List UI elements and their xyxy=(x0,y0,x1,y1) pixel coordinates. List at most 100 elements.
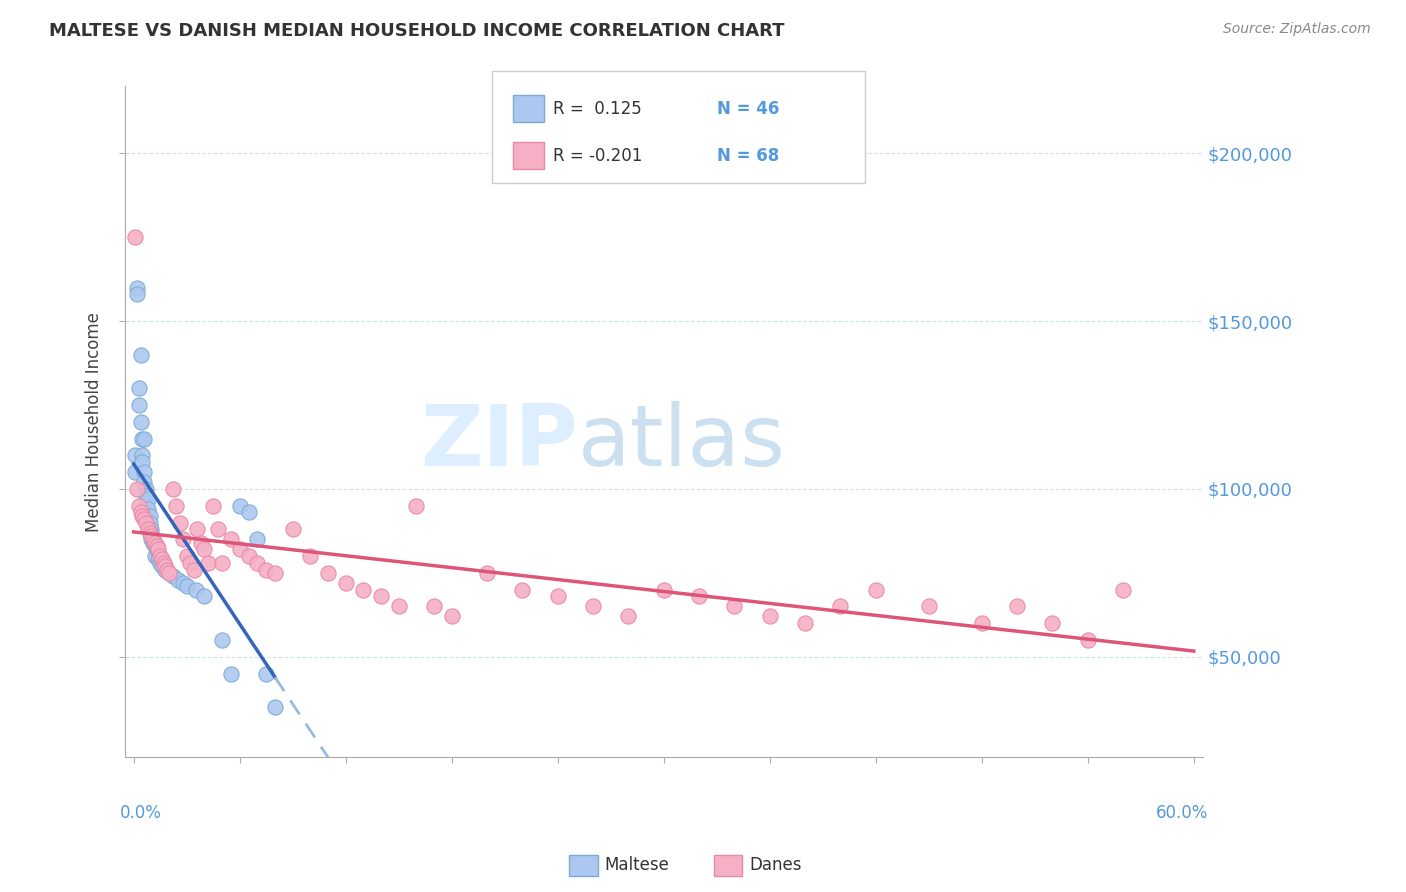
Point xyxy=(135,499,157,513)
Point xyxy=(512,582,534,597)
Point xyxy=(134,432,156,446)
Text: N = 68: N = 68 xyxy=(717,147,779,165)
Point xyxy=(135,516,157,530)
Point xyxy=(219,533,242,547)
Point xyxy=(131,455,153,469)
Point xyxy=(246,533,269,547)
Point xyxy=(162,569,184,583)
Point xyxy=(148,552,170,566)
Point xyxy=(723,599,745,614)
Point xyxy=(155,559,177,574)
Point xyxy=(157,566,180,580)
Text: 60.0%: 60.0% xyxy=(1156,805,1208,822)
Point xyxy=(475,566,498,580)
Point xyxy=(155,562,177,576)
Point xyxy=(865,582,887,597)
Point xyxy=(124,230,146,244)
Text: Source: ZipAtlas.com: Source: ZipAtlas.com xyxy=(1223,22,1371,37)
Point xyxy=(316,566,339,580)
Point xyxy=(352,582,374,597)
Text: Maltese: Maltese xyxy=(605,856,669,874)
Point xyxy=(127,287,149,301)
Y-axis label: Median Household Income: Median Household Income xyxy=(86,312,103,532)
Point xyxy=(184,582,207,597)
Point xyxy=(145,542,167,557)
Point xyxy=(211,556,233,570)
Point xyxy=(1112,582,1135,597)
Point xyxy=(141,525,163,540)
Point xyxy=(128,381,150,395)
Point xyxy=(582,599,605,614)
Point xyxy=(193,542,215,557)
Point xyxy=(228,499,250,513)
Point xyxy=(1042,616,1064,631)
Point xyxy=(183,562,205,576)
Point xyxy=(264,566,287,580)
Point xyxy=(652,582,675,597)
Point xyxy=(299,549,322,563)
Point xyxy=(1005,599,1028,614)
Point xyxy=(129,506,152,520)
Point xyxy=(165,499,187,513)
Text: atlas: atlas xyxy=(578,401,786,483)
Point xyxy=(169,516,191,530)
Point xyxy=(143,549,166,563)
Point xyxy=(131,449,153,463)
Point xyxy=(149,556,172,570)
Point xyxy=(186,522,208,536)
Point xyxy=(134,475,156,490)
Point xyxy=(129,348,152,362)
Point xyxy=(124,465,146,479)
Point xyxy=(138,516,160,530)
Point xyxy=(145,539,167,553)
Point xyxy=(830,599,852,614)
Point xyxy=(150,559,173,574)
Point xyxy=(211,632,233,647)
Point xyxy=(172,533,194,547)
Point xyxy=(141,529,163,543)
Point xyxy=(150,552,173,566)
Point xyxy=(128,398,150,412)
Point xyxy=(281,522,304,536)
Point xyxy=(190,535,212,549)
Point xyxy=(134,512,156,526)
Point xyxy=(131,432,153,446)
Text: Danes: Danes xyxy=(749,856,801,874)
Point xyxy=(152,556,174,570)
Point xyxy=(179,556,201,570)
Point xyxy=(148,542,170,557)
Point xyxy=(127,281,149,295)
Point xyxy=(127,482,149,496)
Point xyxy=(176,579,198,593)
Point xyxy=(335,576,357,591)
Point xyxy=(193,590,215,604)
Text: R =  0.125: R = 0.125 xyxy=(553,100,641,118)
Point xyxy=(794,616,817,631)
Text: R = -0.201: R = -0.201 xyxy=(553,147,643,165)
Point xyxy=(166,573,188,587)
Point xyxy=(617,609,640,624)
Point xyxy=(547,590,569,604)
Point xyxy=(405,499,427,513)
Point xyxy=(141,522,163,536)
Point xyxy=(423,599,446,614)
Point xyxy=(176,549,198,563)
Point xyxy=(134,465,156,479)
Point xyxy=(238,549,260,563)
Point xyxy=(254,666,277,681)
Point xyxy=(197,556,219,570)
Point xyxy=(246,556,269,570)
Text: N = 46: N = 46 xyxy=(717,100,779,118)
Point xyxy=(129,415,152,429)
Point xyxy=(918,599,941,614)
Point xyxy=(254,562,277,576)
Text: ZIP: ZIP xyxy=(420,401,578,483)
Point xyxy=(138,508,160,523)
Point xyxy=(219,666,242,681)
Point xyxy=(1077,632,1099,647)
Text: 0.0%: 0.0% xyxy=(120,805,162,822)
Point xyxy=(138,525,160,540)
Point xyxy=(142,533,165,547)
Point xyxy=(228,542,250,557)
Point xyxy=(156,562,179,576)
